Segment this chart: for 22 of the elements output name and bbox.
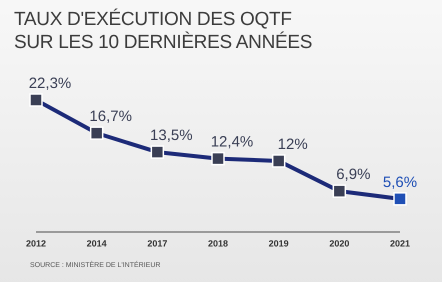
- data-label: 16,7%: [89, 108, 132, 126]
- x-tick-label: 2014: [86, 238, 107, 248]
- x-tick-label: 2020: [329, 238, 350, 248]
- point: [90, 126, 104, 140]
- point: [393, 192, 407, 206]
- x-tick-label: 2019: [268, 238, 289, 248]
- data-label: 13,5%: [150, 127, 193, 144]
- x-tick-label: 2021: [390, 238, 410, 248]
- point: [211, 152, 225, 166]
- point: [150, 145, 164, 159]
- x-tick-label: 2017: [147, 238, 168, 248]
- x-tick-label: 2012: [26, 238, 46, 248]
- point: [29, 93, 43, 107]
- data-label: 12%: [278, 136, 308, 153]
- data-label: 5,6%: [382, 174, 418, 191]
- data-label: 6,9%: [336, 166, 370, 184]
- data-label: 22,3%: [28, 75, 72, 92]
- x-tick-label: 2018: [208, 238, 228, 248]
- point: [272, 154, 286, 168]
- data-label: 12,4%: [210, 134, 254, 151]
- point: [332, 184, 346, 198]
- chart-title: TAUX D'EXÉCUTION DES OQTF SUR LES 10 DERNIÈRES ANNÉES: [14, 8, 312, 54]
